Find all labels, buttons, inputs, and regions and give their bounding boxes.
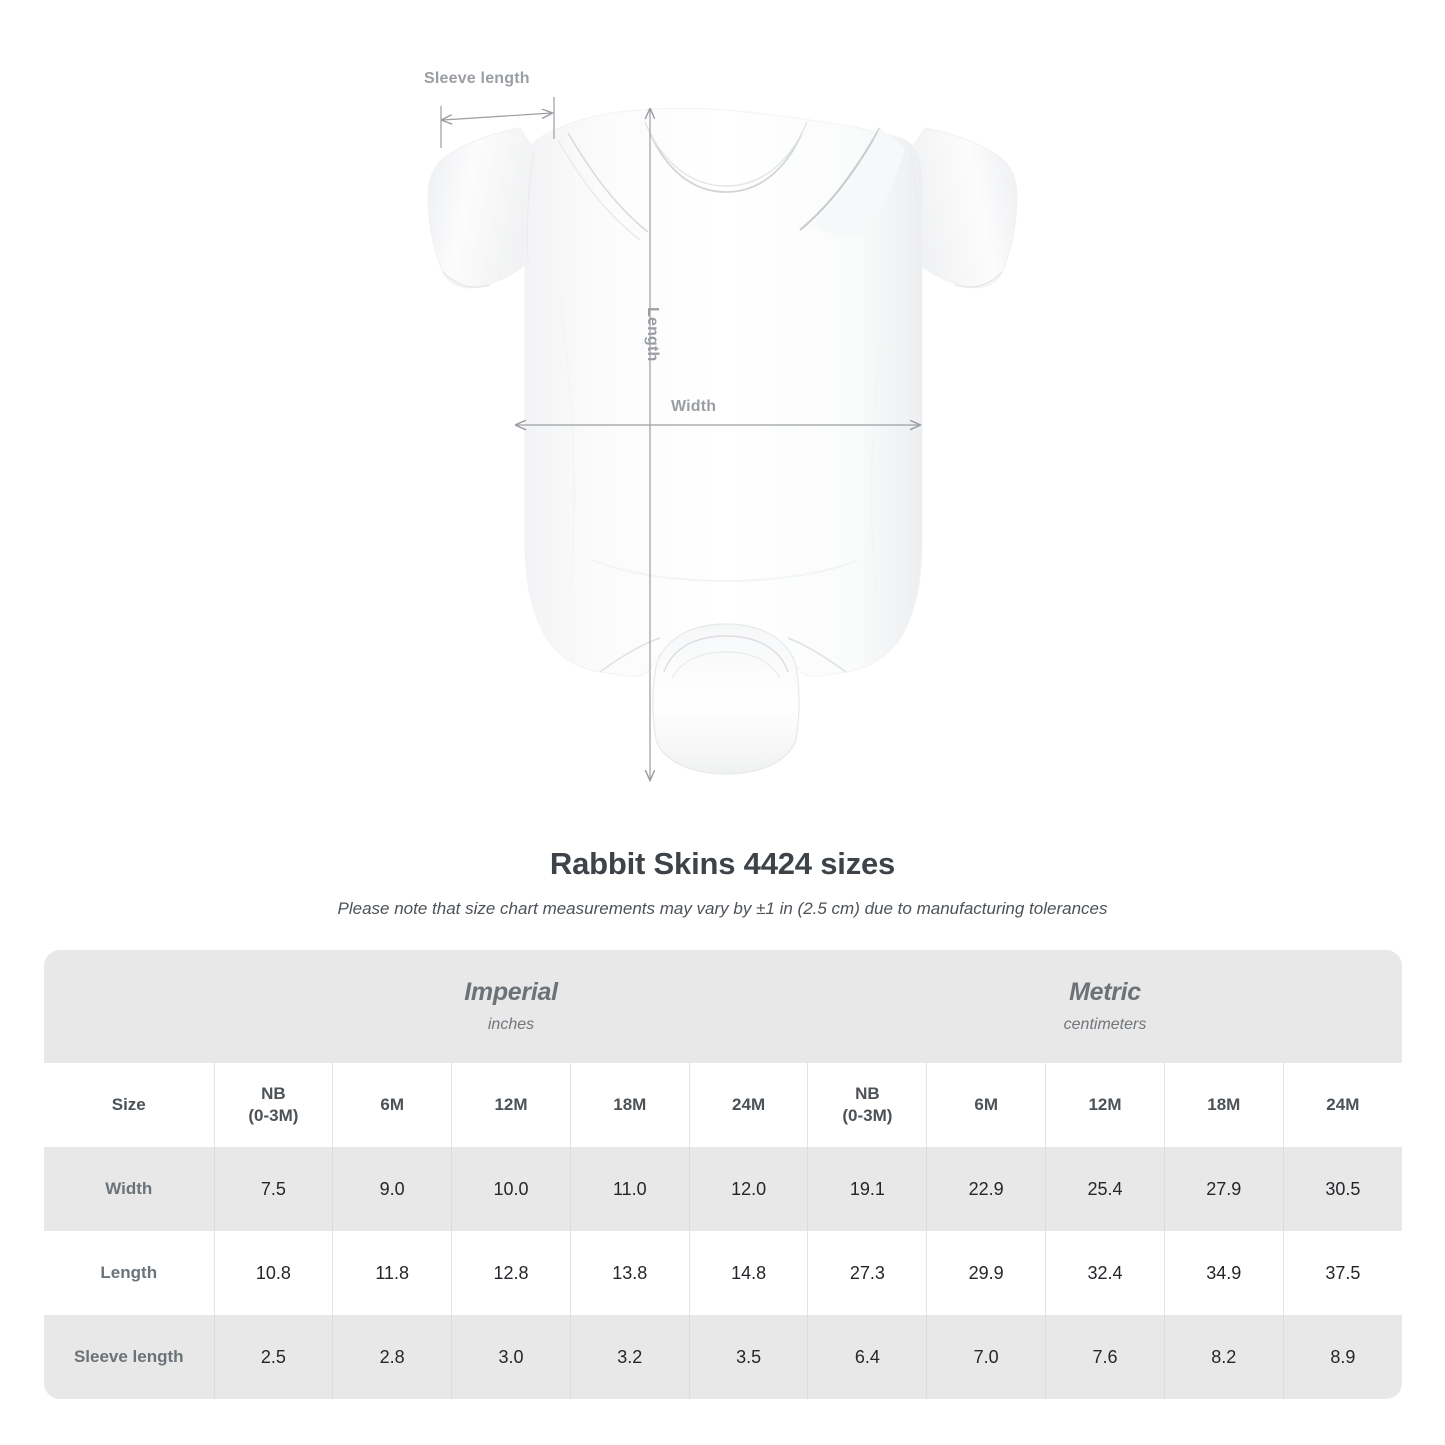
header-col-metric-nb-line2: (0-3M) (842, 1106, 893, 1125)
crotch-snap-flap (652, 623, 800, 775)
unit-group-metric-name: Metric (1069, 978, 1141, 1007)
tolerance-note: Please note that size chart measurements… (337, 898, 1108, 918)
left-shoulder-seam-inner (557, 139, 641, 241)
right-leg-opening (787, 637, 847, 673)
cell-length-metric-6m: 29.9 (926, 1231, 1046, 1315)
header-col-imperial-nb-line1: NB (261, 1083, 286, 1103)
cell-width-imperial-18m: 11.0 (569, 1147, 690, 1231)
cell-width-metric-24m: 30.5 (1282, 1147, 1402, 1231)
page-title: Rabbit Skins 4424 sizes (549, 846, 896, 881)
cell-length-imperial-24m: 14.8 (688, 1231, 808, 1315)
table-row: Width 7.5 9.0 10.0 11.0 12.0 19.1 22.9 2… (44, 1147, 1402, 1231)
cell-width-metric-6m: 22.9 (926, 1147, 1046, 1231)
cell-width-imperial-6m: 9.0 (332, 1147, 452, 1231)
cell-length-imperial-12m: 12.8 (451, 1231, 571, 1315)
neck-binding (644, 121, 808, 187)
unit-group-imperial-sub: inches (487, 1015, 535, 1033)
cell-sleeve-imperial-12m: 3.0 (451, 1315, 571, 1399)
left-sleeve-hem (442, 271, 491, 288)
cell-sleeve-metric-18m: 8.2 (1163, 1315, 1284, 1399)
left-sleeve-shape (427, 127, 535, 289)
unit-banner-corner (44, 950, 214, 1063)
header-col-imperial-12m: 12M (451, 1063, 571, 1147)
size-chart-table-wrapper: Imperial inches Metric centimeters Size … (44, 950, 1402, 1399)
header-col-metric-6m: 6M (926, 1063, 1046, 1147)
right-sleeve-hem (954, 271, 1003, 288)
cell-length-imperial-6m: 11.8 (332, 1231, 452, 1315)
row-label-sleeve-length: Sleeve length (44, 1315, 214, 1399)
cell-sleeve-metric-24m: 8.9 (1282, 1315, 1402, 1399)
right-shoulder-seam (799, 127, 881, 231)
unit-group-metric: Metric centimeters (807, 950, 1402, 1063)
cell-width-metric-12m: 25.4 (1045, 1147, 1165, 1231)
header-col-metric-18m: 18M (1163, 1063, 1284, 1147)
header-col-metric-12m: 12M (1045, 1063, 1165, 1147)
fold-hint-1 (559, 299, 576, 591)
width-label: Width (671, 398, 717, 415)
bodysuit-body (524, 108, 923, 677)
cell-sleeve-metric-nb: 6.4 (807, 1315, 927, 1399)
cell-sleeve-imperial-18m: 3.2 (569, 1315, 690, 1399)
cell-sleeve-metric-6m: 7.0 (926, 1315, 1046, 1399)
crotch-flap-edge (663, 635, 789, 673)
header-col-imperial-6m: 6M (332, 1063, 452, 1147)
table-row: Length 10.8 11.8 12.8 13.8 14.8 27.3 29.… (44, 1231, 1402, 1315)
cell-width-imperial-12m: 10.0 (451, 1147, 571, 1231)
left-armhole (526, 151, 535, 263)
length-label: Length (644, 307, 661, 362)
garment-illustration: Sleeve length Width Length (424, 70, 1018, 830)
cell-length-imperial-nb: 10.8 (213, 1231, 333, 1315)
column-header-row: Size NB (0-3M) 6M 12M 18M 24M NB (0-3M) … (44, 1063, 1402, 1147)
cell-length-imperial-18m: 13.8 (569, 1231, 690, 1315)
cell-width-metric-nb: 19.1 (807, 1147, 927, 1231)
unit-banner-row: Imperial inches Metric centimeters (44, 950, 1402, 1063)
crotch-flap-fold (671, 651, 781, 679)
row-label-width: Width (44, 1147, 214, 1231)
cell-length-metric-12m: 32.4 (1045, 1231, 1165, 1315)
size-chart-table: Imperial inches Metric centimeters Size … (44, 950, 1402, 1399)
left-leg-opening (599, 637, 661, 673)
cell-width-metric-18m: 27.9 (1163, 1147, 1284, 1231)
cell-length-metric-nb: 27.3 (807, 1231, 927, 1315)
header-size-label: Size (44, 1063, 214, 1147)
cell-sleeve-imperial-24m: 3.5 (688, 1315, 808, 1399)
cell-length-metric-24m: 37.5 (1282, 1231, 1402, 1315)
chart-header: Rabbit Skins 4424 sizes Please note that… (0, 845, 1445, 920)
cell-sleeve-imperial-nb: 2.5 (213, 1315, 333, 1399)
fold-hint-3 (591, 559, 859, 582)
header-col-metric-nb: NB (0-3M) (807, 1063, 927, 1147)
bodysuit-svg (427, 97, 1018, 830)
cell-sleeve-metric-12m: 7.6 (1045, 1315, 1165, 1399)
neckline (649, 132, 803, 193)
unit-group-imperial-name: Imperial (464, 978, 558, 1007)
cell-length-metric-18m: 34.9 (1163, 1231, 1284, 1315)
header-col-metric-nb-line1: NB (855, 1083, 880, 1103)
fold-hint-2 (870, 299, 887, 591)
unit-group-metric-sub: centimeters (1063, 1015, 1147, 1033)
header-col-imperial-nb-line2: (0-3M) (248, 1106, 299, 1125)
header-col-metric-24m: 24M (1282, 1063, 1402, 1147)
right-sleeve-shape (910, 127, 1018, 289)
left-shoulder-seam (567, 132, 649, 233)
header-col-imperial-nb: NB (0-3M) (213, 1063, 333, 1147)
sleeve-arrow (443, 113, 552, 120)
header-col-imperial-24m: 24M (688, 1063, 808, 1147)
sleeve-length-label: Sleeve length (424, 70, 530, 87)
table-row: Sleeve length 2.5 2.8 3.0 3.2 3.5 6.4 7.… (44, 1315, 1402, 1399)
cell-sleeve-imperial-6m: 2.8 (332, 1315, 452, 1399)
cell-width-imperial-nb: 7.5 (213, 1147, 333, 1231)
unit-group-imperial: Imperial inches (214, 950, 808, 1063)
row-label-length: Length (44, 1231, 214, 1315)
right-armhole (910, 151, 919, 263)
header-col-imperial-18m: 18M (569, 1063, 690, 1147)
cell-width-imperial-24m: 12.0 (688, 1147, 808, 1231)
right-shoulder-overlap (812, 128, 905, 238)
